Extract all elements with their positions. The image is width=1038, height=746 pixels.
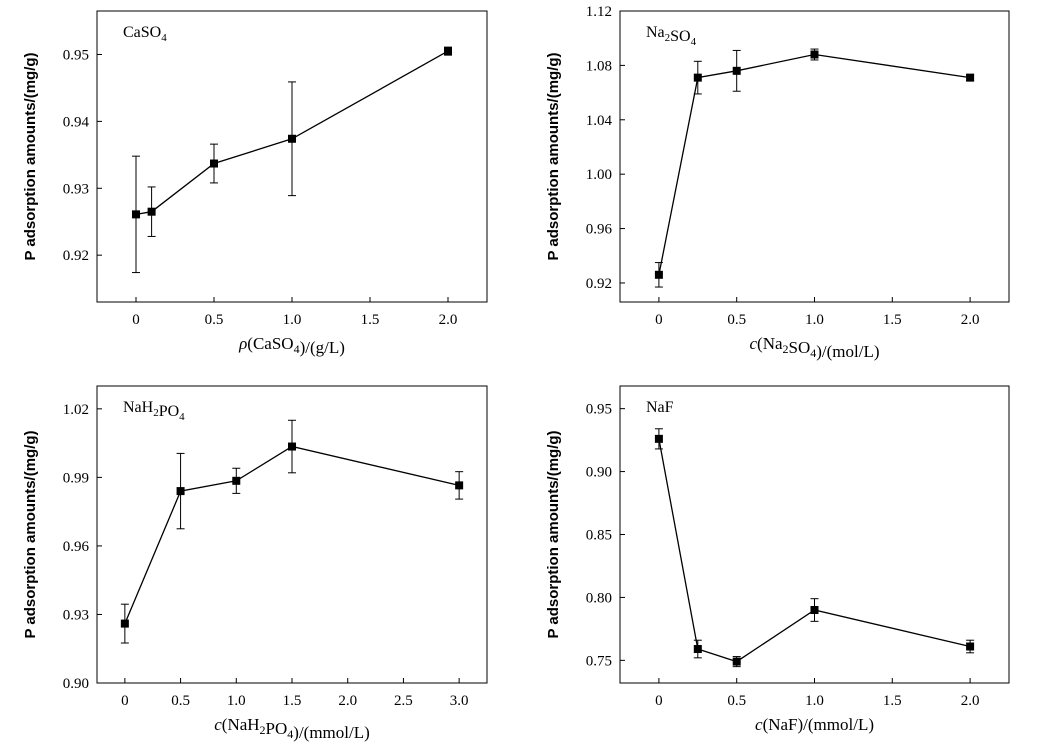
y-tick-label: 1.12 — [586, 4, 612, 20]
y-tick-label: 0.93 — [63, 607, 89, 623]
data-point — [654, 434, 663, 443]
chart-panel-2: 0 0.5 1.0 1.5 2.0 0.92 0.96 1.00 1.04 1.08 1.12 P a… — [545, 4, 1010, 361]
data-point — [693, 73, 702, 82]
x-tick-label: 1.0 — [805, 312, 824, 328]
chart-panel-1: 0 0.5 1.0 1.5 2.0 0.92 0.93 0.94 0.95 P adsorptio… — [22, 10, 488, 357]
x-tick-label: 2.0 — [961, 312, 980, 328]
x-tick-label: 2.0 — [961, 693, 980, 709]
data-point — [654, 270, 663, 279]
y-tick-label: 0.90 — [586, 465, 612, 481]
panel-title: NaF — [646, 399, 674, 416]
y-tick-label: 1.02 — [63, 402, 89, 418]
x-tick-label: 0.5 — [205, 312, 224, 328]
data-point — [120, 619, 129, 628]
panel-title: NaH2PO4 — [123, 399, 185, 423]
x-tick-label: 0 — [121, 693, 129, 709]
x-tick-label: 0 — [655, 312, 663, 328]
x-tick-label: 0 — [655, 693, 663, 709]
data-point — [232, 476, 241, 485]
x-tick-label: 1.5 — [883, 693, 902, 709]
x-tick-label: 1.5 — [283, 693, 302, 709]
data-point — [732, 66, 741, 75]
data-point — [966, 73, 975, 82]
y-axis-label: P adsorption amounts/(mg/g) — [545, 430, 562, 638]
x-tick-label: 2.0 — [338, 693, 357, 709]
y-tick-label: 1.00 — [586, 167, 612, 183]
data-point — [147, 207, 156, 216]
data-point — [444, 47, 452, 56]
y-tick-label: 0.93 — [63, 181, 89, 197]
y-tick-label: 0.94 — [63, 114, 90, 130]
x-axis-label: c(NaH2PO4)/(mmol/L) — [214, 715, 370, 742]
data-point — [132, 210, 140, 219]
x-tick-label: 0.5 — [727, 312, 746, 328]
y-tick-label: 0.85 — [586, 528, 612, 544]
y-tick-label: 1.08 — [586, 58, 612, 74]
x-tick-label: 1.0 — [283, 312, 302, 328]
series-line — [658, 438, 971, 663]
y-tick-label: 0.90 — [63, 676, 89, 692]
x-tick-label: 2.0 — [439, 312, 458, 328]
x-tick-label: 0 — [132, 312, 140, 328]
y-tick-label: 0.92 — [586, 276, 612, 292]
y-tick-label: 0.95 — [586, 402, 612, 418]
series-line — [658, 53, 971, 275]
y-tick-label: 0.99 — [63, 470, 89, 486]
x-axis-label: c(NaF)/(mmol/L) — [755, 715, 874, 734]
y-axis-label: P adsorption amounts/(mg/g) — [22, 52, 39, 260]
data-point — [810, 50, 819, 59]
y-tick-label: 0.92 — [63, 248, 89, 264]
y-tick-label: 0.95 — [63, 47, 89, 63]
y-tick-label: 0.80 — [586, 590, 612, 606]
plot-frame — [619, 385, 1010, 684]
data-point — [288, 134, 296, 143]
data-point — [732, 657, 741, 666]
chart-panel-4: 0 0.5 1.0 1.5 2.0 0.75 0.80 0.85 0.90 0.95 P adsor… — [545, 385, 1010, 734]
y-axis-label: P adsorption amounts/(mg/g) — [22, 430, 39, 638]
x-tick-label: 1.0 — [227, 693, 246, 709]
data-point — [966, 642, 975, 651]
data-point — [693, 645, 702, 654]
y-tick-label: 0.96 — [586, 222, 613, 238]
panel-title: CaSO4 — [123, 24, 167, 44]
x-tick-label: 3.0 — [450, 693, 469, 709]
panel-title: Na2SO4 — [646, 24, 697, 48]
y-tick-label: 1.04 — [586, 113, 613, 129]
x-tick-label: 1.0 — [805, 693, 824, 709]
x-tick-label: 1.5 — [883, 312, 902, 328]
chart-panel-3: 0 0.5 1.0 1.5 2.0 2.5 3.0 0.90 0.93 0.96 0.99 1.02 P… — [22, 385, 488, 742]
y-axis-label: P adsorption amounts/(mg/g) — [545, 52, 562, 260]
data-point — [455, 481, 464, 490]
x-tick-label: 0.5 — [727, 693, 746, 709]
x-axis-label: ρ(CaSO4)/(g/L) — [238, 334, 345, 357]
data-point — [810, 606, 819, 615]
x-tick-label: 2.5 — [394, 693, 413, 709]
x-tick-label: 1.5 — [361, 312, 380, 328]
data-point — [176, 487, 185, 496]
data-point — [288, 442, 296, 451]
y-tick-label: 0.75 — [586, 653, 612, 669]
x-tick-label: 0.5 — [171, 693, 190, 709]
data-point — [210, 159, 218, 168]
y-tick-label: 0.96 — [63, 539, 90, 555]
x-axis-label: c(Na2SO4)/(mol/L) — [749, 334, 879, 361]
